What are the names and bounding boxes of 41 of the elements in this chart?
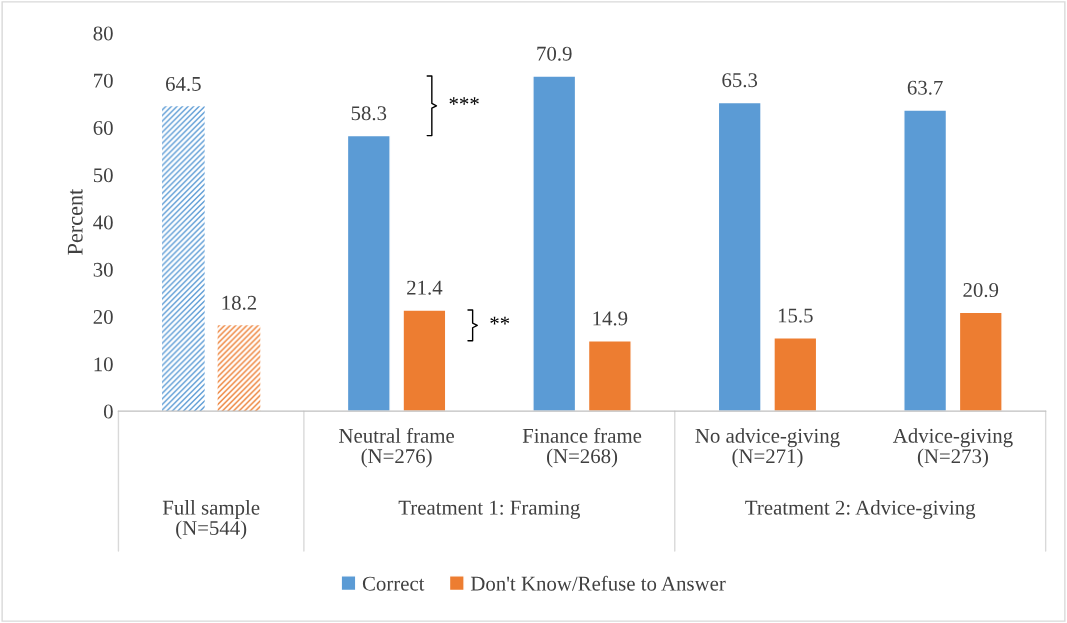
data-label: 18.2 <box>222 295 257 310</box>
bar <box>717 101 762 412</box>
data-label: 15.5 <box>778 308 813 323</box>
text: Full sample (N=544) <box>162 500 260 540</box>
bar <box>532 75 577 412</box>
data-label: 21.4 <box>407 280 443 295</box>
data-label: 65.3 <box>722 73 758 88</box>
y-tick-label: 40 <box>93 215 113 230</box>
data-label: 20.9 <box>963 282 999 298</box>
bar <box>402 309 447 412</box>
bar <box>162 106 205 412</box>
y-tick-label: 20 <box>93 310 113 325</box>
x-tick-label: No advice-giving (N=271) <box>695 428 840 468</box>
data-label: 64.5 <box>166 76 201 92</box>
data-label: 58.3 <box>351 106 387 121</box>
data-label: 70.9 <box>537 46 572 61</box>
bar <box>773 337 818 412</box>
y-tick-label: 50 <box>93 168 113 183</box>
x-tick-label: Neutral frame (N=276) <box>339 427 455 468</box>
text: Treatment 2: Advice-giving <box>745 500 976 519</box>
legend-label: Correct <box>362 576 425 591</box>
data-label: 14.9 <box>593 311 628 326</box>
y-tick-label: 80 <box>93 26 113 41</box>
y-tick-label: 70 <box>94 73 113 88</box>
annotation: *** <box>449 97 479 105</box>
bar <box>587 340 632 412</box>
bar <box>903 109 948 412</box>
y-tick-label: 0 <box>103 404 113 419</box>
bar <box>958 311 1003 412</box>
text: Treatment 1: Framing <box>398 500 580 519</box>
data-label: 63.7 <box>907 80 943 95</box>
legend-label: Don't Know/Refuse to Answer <box>470 575 726 591</box>
bar <box>217 325 261 412</box>
y-tick-label: 60 <box>93 120 113 135</box>
annotation: ** <box>490 316 510 325</box>
x-tick-label: Finance frame (N=268) <box>522 427 642 468</box>
y-axis-title: Percent <box>67 188 83 255</box>
bar <box>346 134 391 412</box>
y-tick-label: 30 <box>93 262 113 277</box>
y-tick-label: 10 <box>94 357 113 372</box>
x-tick-label: Advice-giving (N=273) <box>892 428 1013 468</box>
